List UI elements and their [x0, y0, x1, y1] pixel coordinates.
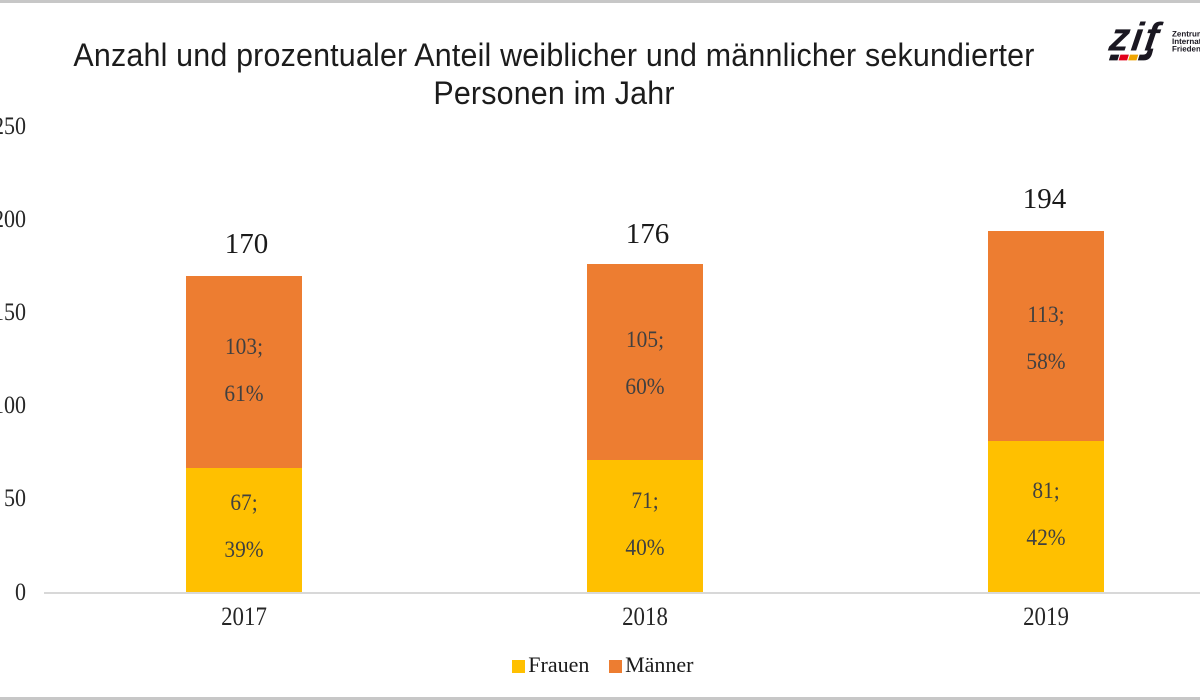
- svg-text:Friedenseinsätze: Friedenseinsätze: [1172, 44, 1200, 53]
- svg-text:Internationale: Internationale: [1172, 37, 1200, 46]
- svg-text:Zentrum für: Zentrum für: [1172, 30, 1200, 39]
- svg-text:zif: zif: [1106, 16, 1165, 60]
